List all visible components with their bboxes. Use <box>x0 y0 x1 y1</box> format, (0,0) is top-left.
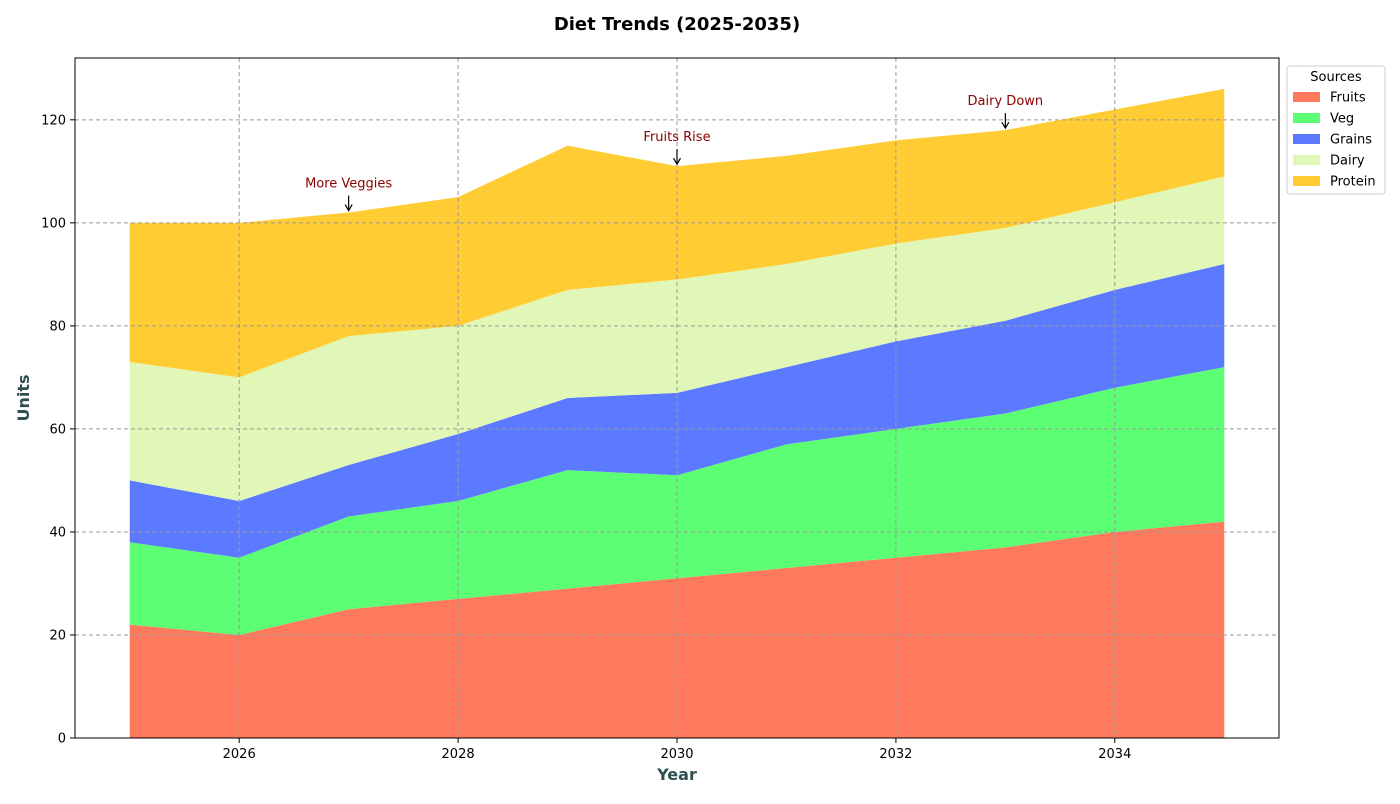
legend-title: Sources <box>1310 70 1362 85</box>
area-fruits <box>129 521 1225 738</box>
x-tick-label: 2026 <box>223 747 256 762</box>
legend-item: Grains <box>1293 133 1372 148</box>
y-tick-label: 40 <box>49 525 66 540</box>
legend-swatch <box>1293 92 1320 102</box>
y-tick-label: 20 <box>49 628 66 643</box>
y-tick-label: 0 <box>58 732 66 747</box>
annotation: More Veggies <box>305 177 392 212</box>
annotation: Dairy Down <box>968 94 1044 130</box>
legend-label: Protein <box>1330 175 1376 190</box>
legend-label: Fruits <box>1330 91 1366 106</box>
x-ticks: 2026 2028 2030 2032 2034 <box>223 738 1131 762</box>
legend-item: Fruits <box>1293 91 1366 106</box>
x-axis-label: Year <box>656 765 697 784</box>
y-tick-label: 120 <box>41 113 66 128</box>
annotations-layer: More Veggies Fruits Rise Dairy Down <box>305 94 1044 212</box>
y-tick-label: 80 <box>49 319 66 334</box>
annotation-label: More Veggies <box>305 177 392 192</box>
x-tick-label: 2028 <box>442 747 475 762</box>
legend-swatch <box>1293 155 1320 165</box>
y-ticks: 0 20 40 60 80 100 120 <box>41 113 75 747</box>
legend-item: Veg <box>1293 112 1354 127</box>
annotation-arrow-head <box>672 157 682 166</box>
legend-items: Fruits Veg Grains Dairy Protein <box>1293 91 1376 190</box>
legend-swatch <box>1293 176 1320 186</box>
legend-label: Dairy <box>1330 154 1365 169</box>
y-axis-label: Units <box>14 374 33 421</box>
legend: Sources Fruits Veg Grains Dairy Protein <box>1286 65 1386 195</box>
annotation-arrow-head <box>344 204 353 212</box>
y-tick-label: 60 <box>49 422 66 437</box>
legend-item: Protein <box>1293 175 1376 190</box>
x-tick-label: 2030 <box>660 747 693 762</box>
chart-title: Diet Trends (2025-2035) <box>554 14 800 35</box>
annotation-arrow-head <box>1001 121 1010 130</box>
annotation-label: Fruits Rise <box>643 130 710 145</box>
legend-item: Dairy <box>1293 154 1365 169</box>
annotation: Fruits Rise <box>643 130 711 166</box>
annotation-label: Dairy Down <box>968 94 1044 109</box>
legend-swatch <box>1293 134 1320 144</box>
legend-label: Veg <box>1330 112 1354 127</box>
x-tick-label: 2034 <box>1098 747 1131 762</box>
legend-swatch <box>1293 113 1320 123</box>
x-tick-label: 2032 <box>879 747 912 762</box>
y-tick-label: 100 <box>41 216 66 231</box>
legend-label: Grains <box>1330 133 1372 148</box>
